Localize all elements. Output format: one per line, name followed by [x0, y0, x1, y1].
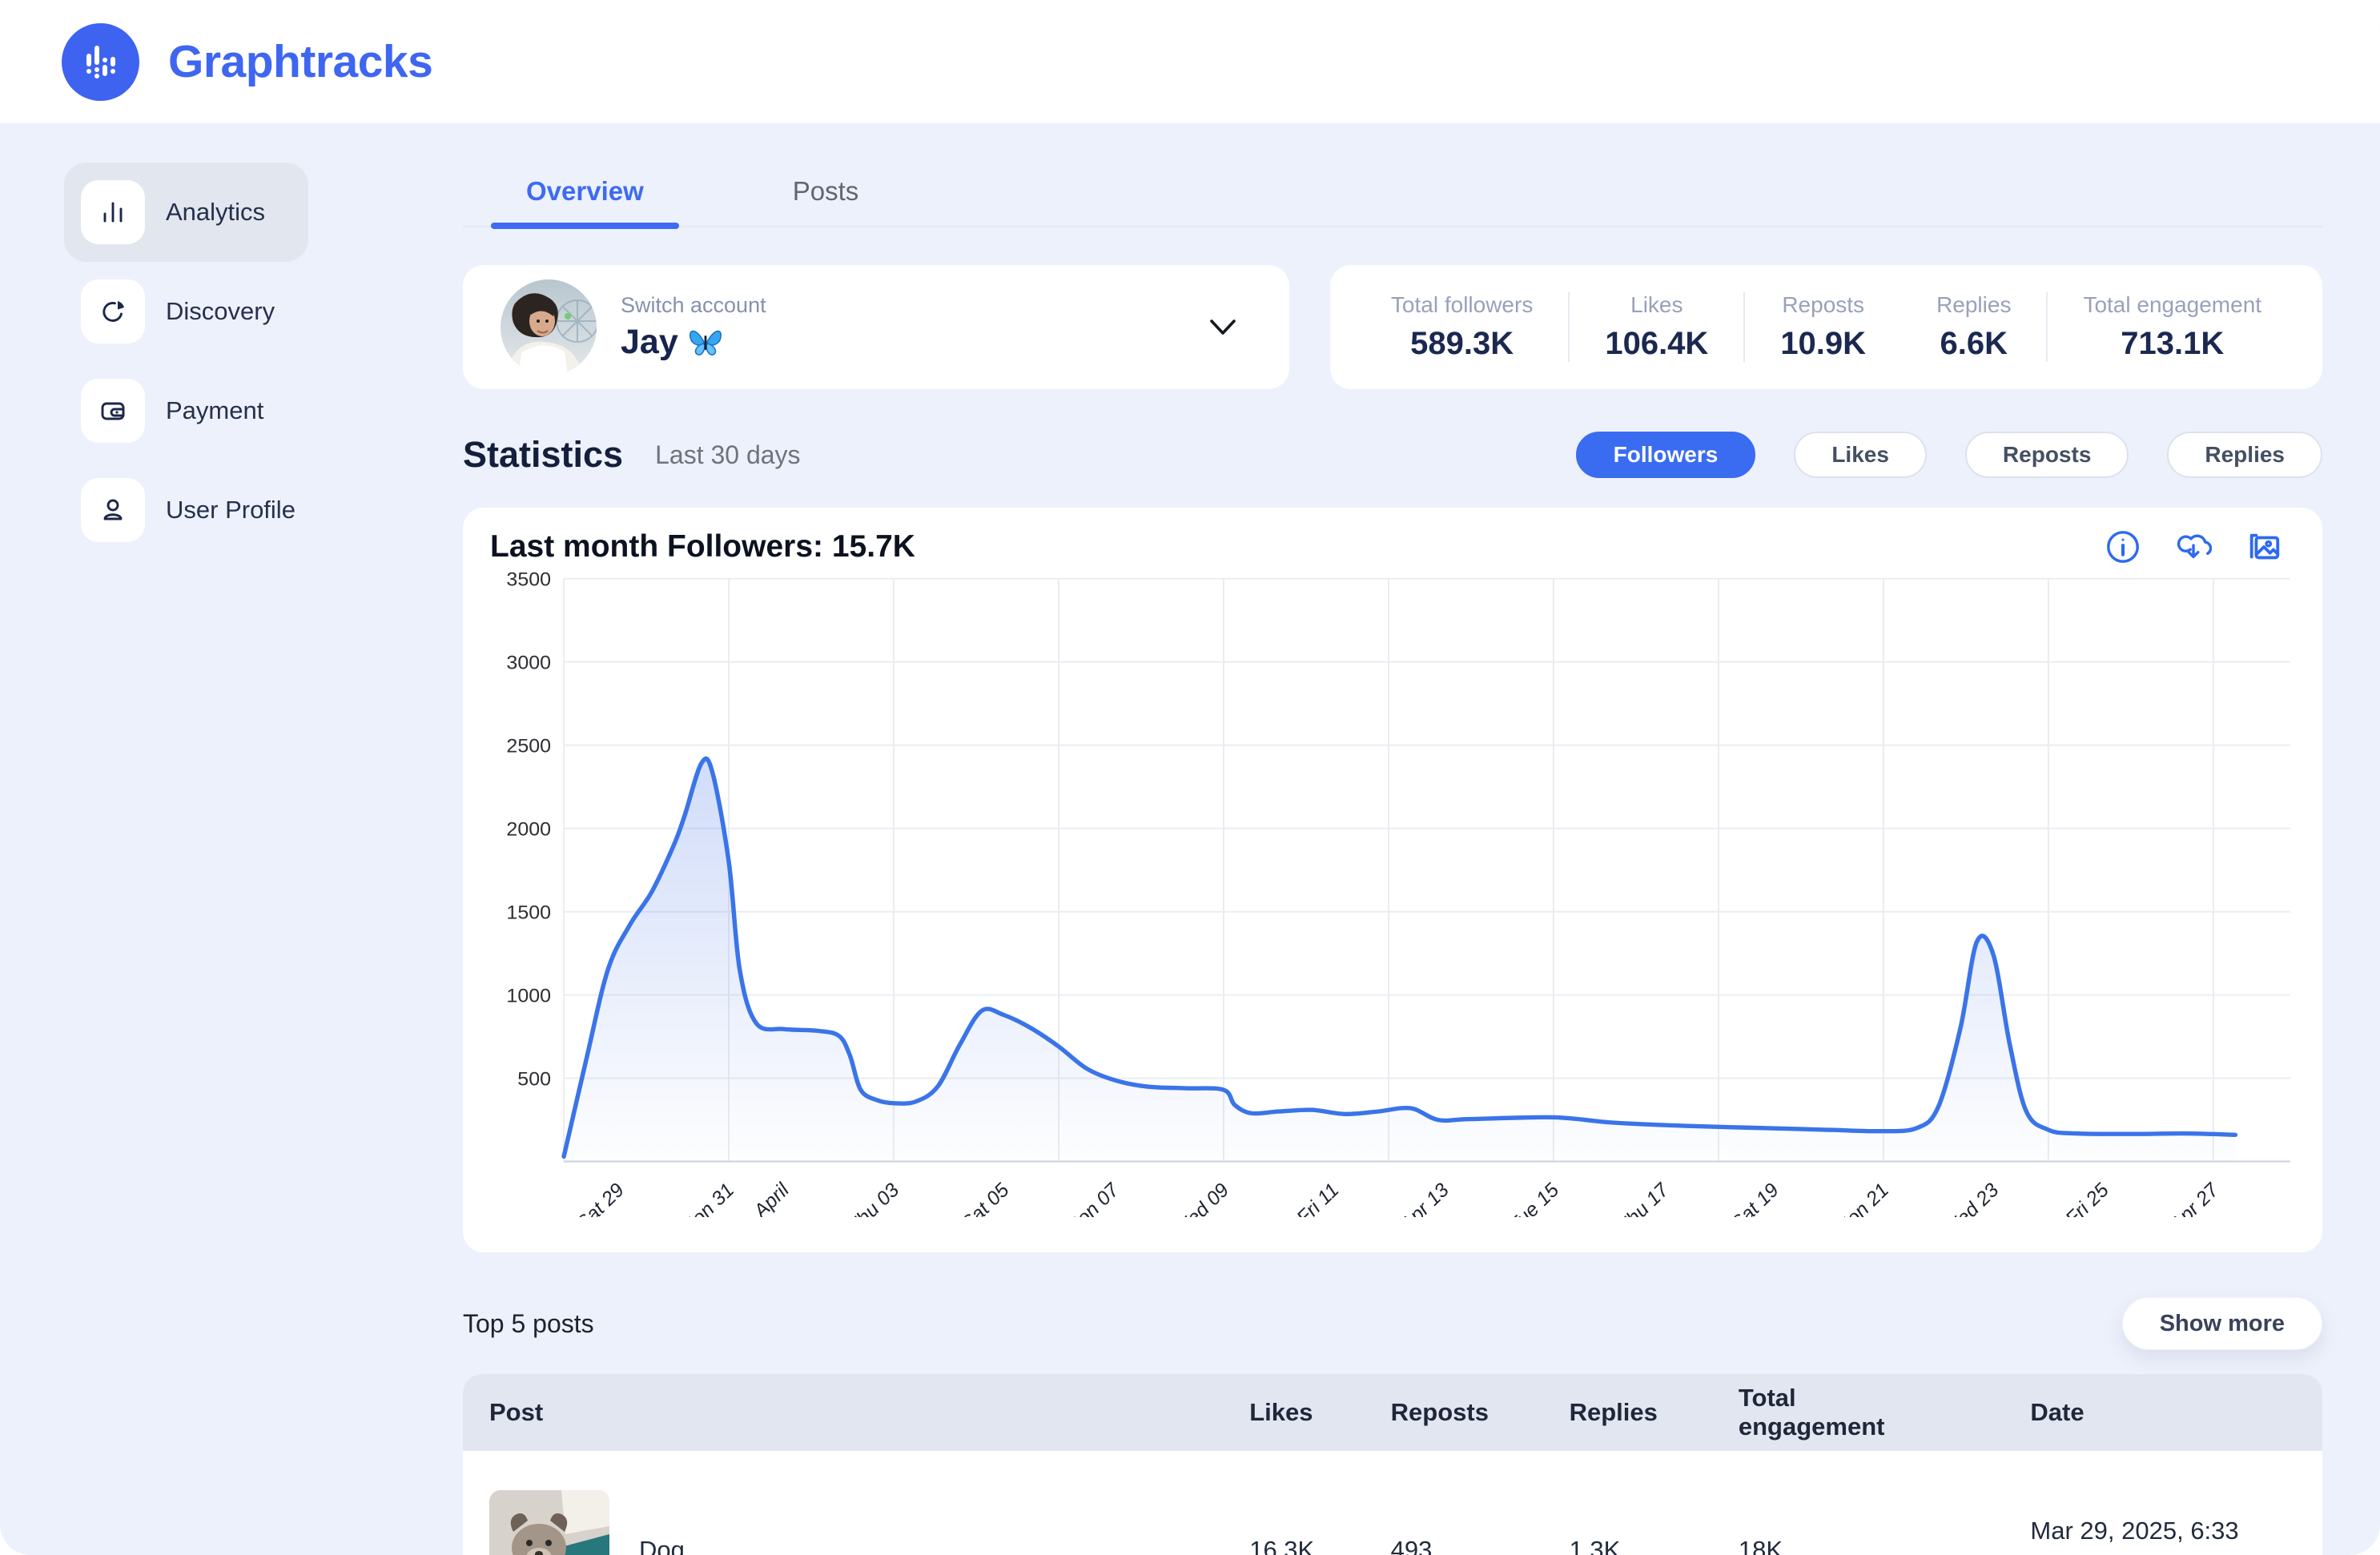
- svg-text:Fri 11: Fri 11: [1293, 1179, 1343, 1217]
- top-posts-title: Top 5 posts: [463, 1308, 594, 1338]
- graphtracks-logo-icon: [62, 22, 139, 101]
- svg-text:Mon 31: Mon 31: [676, 1179, 738, 1217]
- switch-account-label: Switch account: [621, 292, 766, 317]
- svg-text:2000: 2000: [506, 819, 551, 841]
- show-more-button[interactable]: Show more: [2121, 1297, 2322, 1350]
- filter-likes-button[interactable]: Likes: [1794, 432, 1927, 478]
- export-image-icon[interactable]: [2245, 528, 2282, 565]
- svg-text:Sat 05: Sat 05: [957, 1179, 1014, 1217]
- top-posts-table: Post Likes Reposts Replies Total engagem…: [463, 1374, 2322, 1555]
- cell-likes: 16.3K: [1249, 1536, 1315, 1555]
- followers-chart-card: Last month Followers: 15.7K: [463, 508, 2322, 1252]
- chevron-down-icon[interactable]: [1208, 318, 1238, 337]
- table-header-row: Post Likes Reposts Replies Total engagem…: [463, 1374, 2322, 1451]
- svg-text:2500: 2500: [506, 736, 551, 757]
- statistics-header: Statistics Last 30 days Followers Likes …: [463, 432, 2322, 478]
- followers-area-chart: 500 1000 1500 2000 2500 3000 3500 Sat 29 Mon 31 A…: [506, 569, 2290, 1217]
- column-header-likes: Likes: [1249, 1398, 1313, 1427]
- tab-bar: Overview Posts: [463, 162, 2322, 229]
- svg-text:1500: 1500: [506, 902, 551, 924]
- svg-text:Mon 21: Mon 21: [1831, 1179, 1893, 1217]
- stat-total-engagement: Total engagement 713.1K: [2046, 292, 2297, 362]
- sidebar-item-label: Analytics: [166, 198, 266, 226]
- metric-filter-group: Followers Likes Reposts Replies: [1575, 432, 2322, 478]
- info-icon[interactable]: [2105, 528, 2141, 565]
- cell-replies: 1.3K: [1569, 1536, 1621, 1555]
- brand-title: Graphtracks: [168, 36, 433, 87]
- top-bar: Graphtracks: [0, 0, 2380, 124]
- cell-date: Mar 29, 2025, 6:33 AM: [2030, 1516, 2239, 1545]
- chart-toolbar: [2105, 528, 2282, 565]
- svg-text:Wed 09: Wed 09: [1169, 1179, 1233, 1217]
- main-content: Overview Posts: [463, 162, 2322, 1555]
- stat-likes: Likes 106.4K: [1568, 292, 1743, 362]
- account-info: Switch account Jay: [621, 293, 766, 362]
- sidebar-item-user-profile[interactable]: User Profile: [64, 460, 308, 560]
- bar-chart-icon: [81, 180, 145, 244]
- user-icon: [81, 478, 145, 542]
- sidebar-item-label: Payment: [166, 396, 264, 424]
- stat-replies: Replies 6.6K: [1936, 292, 2012, 361]
- post-thumbnail: [489, 1490, 609, 1555]
- tab-posts[interactable]: Posts: [792, 176, 859, 206]
- butterfly-emoji: [689, 330, 722, 356]
- svg-text:Sat 29: Sat 29: [573, 1179, 629, 1217]
- statistics-range-label: Last 30 days: [655, 440, 801, 469]
- pie-chart-icon: [81, 279, 145, 344]
- filter-replies-button[interactable]: Replies: [2167, 432, 2322, 478]
- wallet-icon: [81, 379, 145, 443]
- tab-overview[interactable]: Overview: [491, 162, 679, 229]
- svg-text:Apr 13: Apr 13: [1395, 1179, 1453, 1217]
- stat-total-followers: Total followers 589.3K: [1390, 292, 1534, 361]
- svg-text:Sat 19: Sat 19: [1727, 1179, 1783, 1217]
- filter-reposts-button[interactable]: Reposts: [1964, 432, 2129, 478]
- stat-reposts: Reposts 10.9K: [1743, 292, 1901, 362]
- svg-text:3500: 3500: [506, 569, 551, 591]
- sidebar-item-discovery[interactable]: Discovery: [64, 262, 308, 361]
- svg-text:500: 500: [517, 1069, 551, 1091]
- svg-text:April: April: [749, 1179, 794, 1217]
- svg-text:Tue 15: Tue 15: [1505, 1179, 1563, 1217]
- avatar: [501, 279, 597, 376]
- top-posts-header: Top 5 posts Show more: [463, 1297, 2322, 1350]
- svg-text:Apr 27: Apr 27: [2165, 1179, 2224, 1217]
- account-switcher[interactable]: Switch account Jay: [463, 265, 1289, 389]
- statistics-title: Statistics: [463, 434, 624, 475]
- sidebar-item-payment[interactable]: Payment: [64, 361, 308, 460]
- table-row[interactable]: Dog 16.3K 493 1.3K 18K Mar 29, 2025, 6:3…: [463, 1451, 2322, 1555]
- svg-text:Mon 07: Mon 07: [1061, 1179, 1124, 1217]
- cell-total-engagement: 18K: [1738, 1536, 1783, 1555]
- account-name: Jay: [621, 322, 678, 361]
- cell-reposts: 493: [1390, 1536, 1433, 1555]
- svg-text:3000: 3000: [506, 653, 551, 674]
- svg-text:Fri 25: Fri 25: [2061, 1179, 2113, 1217]
- svg-text:Wed 23: Wed 23: [1940, 1179, 2004, 1217]
- post-name: Dog: [639, 1536, 685, 1555]
- column-header-replies: Replies: [1569, 1398, 1658, 1427]
- chart-title: Last month Followers: 15.7K: [490, 529, 915, 564]
- sidebar-item-label: Discovery: [166, 297, 275, 325]
- column-header-reposts: Reposts: [1390, 1398, 1489, 1427]
- column-header-total-engagement: Total engagement: [1738, 1384, 1885, 1440]
- sidebar: Analytics Discovery: [64, 163, 308, 1555]
- sidebar-item-label: User Profile: [166, 496, 295, 524]
- sidebar-item-analytics[interactable]: Analytics: [64, 163, 308, 262]
- download-icon[interactable]: [2175, 528, 2212, 565]
- svg-text:1000: 1000: [506, 986, 551, 1007]
- svg-text:Thu 03: Thu 03: [844, 1179, 904, 1217]
- svg-text:Thu 17: Thu 17: [1614, 1179, 1674, 1217]
- column-header-date: Date: [2030, 1398, 2085, 1427]
- column-header-post: Post: [489, 1398, 544, 1427]
- summary-stats-card: Total followers 589.3K Likes 106.4K Repo…: [1330, 265, 2322, 389]
- filter-followers-button[interactable]: Followers: [1575, 432, 1756, 478]
- logo-glyph-icon: [86, 46, 115, 78]
